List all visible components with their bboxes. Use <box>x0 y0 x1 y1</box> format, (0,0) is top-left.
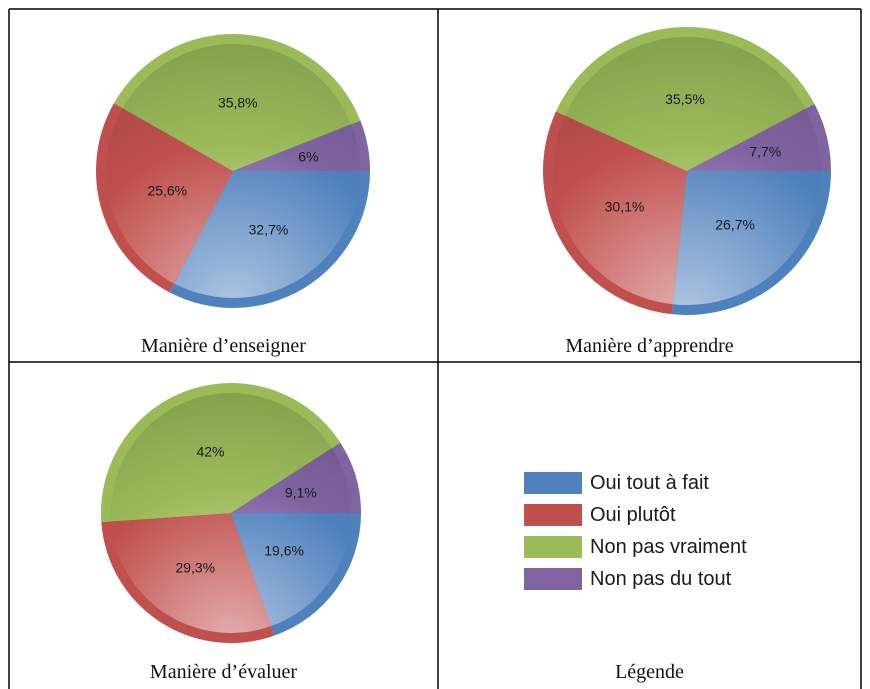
legend-label: Oui plutôt <box>590 503 676 526</box>
pie-data-label: 29,3% <box>175 559 215 575</box>
chart-title: Manière d’enseigner <box>141 335 306 357</box>
cell-legend: Oui tout à fait Oui plutôt Non pas vraim… <box>438 362 861 689</box>
cell-enseigner: 32,7% 25,6% 35,8% 6% Manière d’enseigner <box>9 9 438 362</box>
pie-data-label: 6% <box>298 149 318 165</box>
pie-slice-non-pas-vraiment <box>111 393 332 522</box>
legend-title: Légende <box>615 661 684 683</box>
legend-swatch <box>524 536 582 558</box>
pie-slice-oui-plutot <box>111 513 271 634</box>
pie-data-label: 19,6% <box>264 543 304 559</box>
pie-slice-non-pas-du-tout <box>233 124 360 171</box>
legend-item-oui-tout-a-fait: Oui tout à fait <box>524 470 709 496</box>
chart-title: Manière d’apprendre <box>565 335 734 357</box>
legend-swatch <box>524 504 582 526</box>
pie-slice-non-pas-vraiment <box>565 37 806 172</box>
pie-slice-non-pas-du-tout <box>231 448 351 513</box>
pie-data-label: 42% <box>196 443 224 459</box>
pie-slice-non-pas-du-tout <box>687 108 821 171</box>
legend-label: Oui tout à fait <box>590 471 709 494</box>
cell-apprendre: 26,7% 30,1% 35,5% 7,7% Manière d’apprendre <box>438 9 861 362</box>
pie-data-label: 7,7% <box>749 144 781 160</box>
cell-evaluer: 19,6% 29,3% 42% 9,1% Manière d’évaluer <box>9 362 438 689</box>
pie-chart-enseigner: 32,7% 25,6% 35,8% 6% <box>95 33 371 309</box>
pie-data-label: 9,1% <box>285 485 317 501</box>
chart-title: Manière d’évaluer <box>149 661 298 683</box>
pie-data-label: 32,7% <box>249 222 289 238</box>
pie-data-label: 30,1% <box>605 199 645 215</box>
pie-slice-oui-plutot <box>105 108 233 284</box>
pie-data-label: 26,7% <box>715 217 755 233</box>
pie-slice-oui-tout-a-fait <box>174 171 360 299</box>
legend-item-oui-plutot: Oui plutôt <box>524 502 676 528</box>
legend-item-non-pas-vraiment: Non pas vraiment <box>524 534 747 560</box>
legend-label: Non pas vraiment <box>590 535 747 558</box>
pie-data-label: 35,5% <box>665 91 705 107</box>
pie-slice-non-pas-vraiment <box>122 43 352 171</box>
pie-chart-apprendre: 26,7% 30,1% 35,5% 7,7% <box>542 26 831 316</box>
legend-swatch <box>524 472 582 494</box>
pie-slice-oui-tout-a-fait <box>231 513 351 627</box>
pie-data-label: 35,8% <box>218 95 258 111</box>
legend-label: Non pas du tout <box>590 567 732 590</box>
pie-slice-oui-tout-a-fait <box>672 171 821 306</box>
legend: Oui tout à fait Oui plutôt Non pas vraim… <box>524 470 844 600</box>
legend-item-non-pas-du-tout: Non pas du tout <box>524 566 731 592</box>
pie-chart-evaluer: 19,6% 29,3% 42% 9,1% <box>100 382 361 644</box>
legend-swatch <box>524 568 582 590</box>
pie-slice-oui-plutot <box>553 115 687 305</box>
pie-data-label: 25,6% <box>147 182 187 198</box>
